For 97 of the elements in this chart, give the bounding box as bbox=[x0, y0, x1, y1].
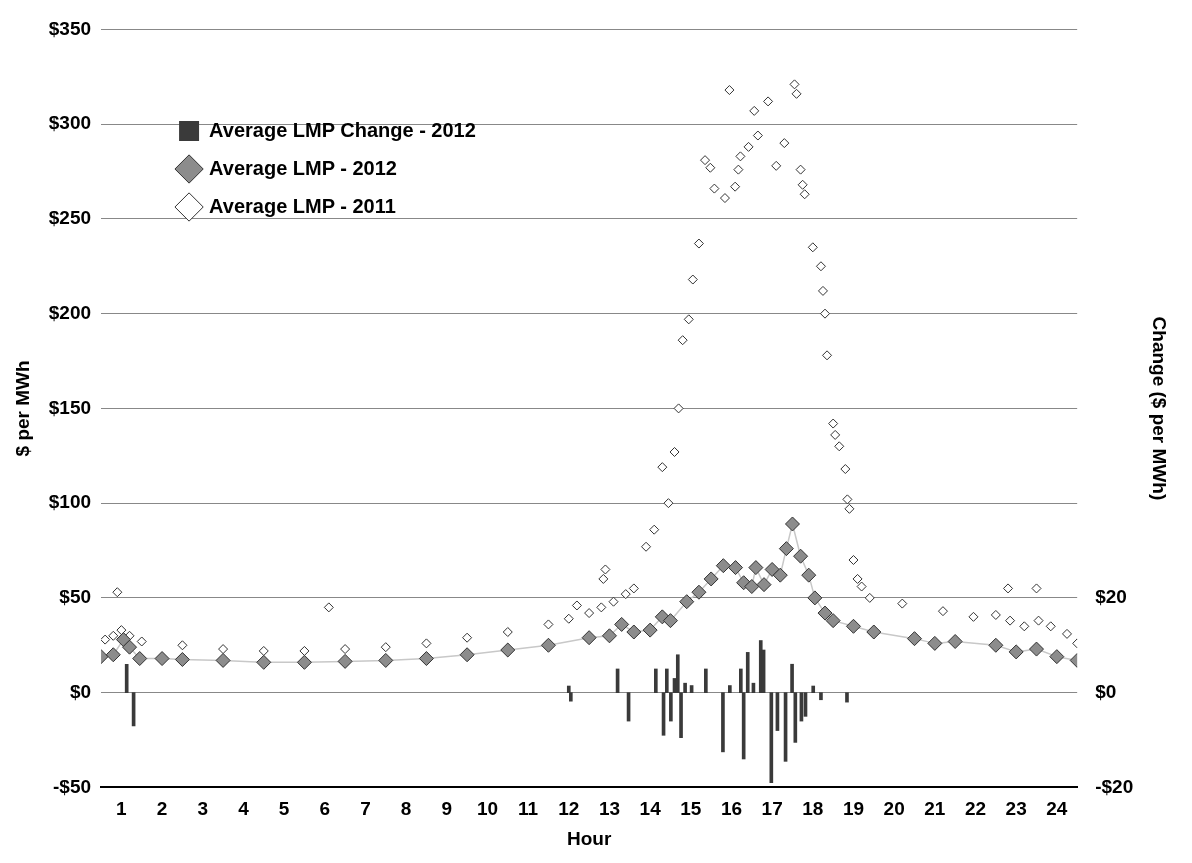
point bbox=[154, 651, 170, 667]
x-tick-label: 11 bbox=[518, 798, 539, 820]
point bbox=[793, 548, 809, 564]
point bbox=[801, 567, 817, 583]
point bbox=[418, 651, 434, 667]
point bbox=[772, 567, 788, 583]
point bbox=[679, 594, 695, 610]
x-tick-label: 5 bbox=[278, 798, 290, 820]
point bbox=[174, 651, 190, 667]
bar bbox=[811, 685, 816, 693]
point bbox=[807, 590, 823, 606]
point bbox=[581, 630, 597, 646]
point bbox=[784, 516, 800, 532]
x-tick-label: 18 bbox=[802, 798, 824, 820]
y-tick-label: $50 bbox=[59, 586, 92, 608]
x-tick-label: 1 bbox=[116, 798, 128, 820]
legend-label: Average LMP - 2012 bbox=[209, 156, 397, 179]
y-tick-label: -$50 bbox=[53, 775, 92, 797]
x-axis-title: Hour bbox=[566, 827, 612, 849]
point bbox=[215, 652, 231, 668]
y2-tick-label: $20 bbox=[1095, 586, 1127, 608]
point bbox=[748, 560, 764, 576]
point bbox=[256, 654, 272, 670]
x-tick-label: 8 bbox=[400, 798, 412, 820]
x-tick-label: 7 bbox=[360, 798, 371, 820]
point bbox=[866, 624, 882, 640]
legend-label: Average LMP - 2011 bbox=[209, 194, 396, 217]
point bbox=[642, 622, 658, 638]
bar bbox=[769, 692, 774, 783]
x-tick-label: 13 bbox=[598, 798, 621, 820]
point bbox=[715, 558, 731, 574]
point bbox=[728, 560, 744, 576]
point bbox=[601, 628, 617, 644]
point bbox=[296, 654, 312, 670]
point bbox=[614, 616, 630, 632]
x-tick-label: 3 bbox=[197, 798, 209, 820]
x-tick-label: 23 bbox=[1005, 798, 1027, 820]
x-tick-label: 16 bbox=[720, 798, 743, 820]
point bbox=[337, 653, 353, 669]
point bbox=[1008, 644, 1024, 660]
point bbox=[764, 561, 780, 577]
point bbox=[744, 579, 760, 595]
point bbox=[756, 577, 772, 593]
x-tick-label: 6 bbox=[319, 798, 331, 820]
point bbox=[459, 647, 475, 663]
bar bbox=[721, 692, 725, 753]
bar bbox=[704, 668, 708, 693]
x-tick-label: 12 bbox=[558, 798, 580, 820]
point bbox=[988, 637, 1004, 653]
x-tick-label: 19 bbox=[842, 798, 865, 820]
point bbox=[122, 639, 138, 655]
point bbox=[927, 635, 943, 651]
y2-tick-label: $0 bbox=[1095, 680, 1117, 702]
x-tick-label: 21 bbox=[924, 798, 946, 820]
y-tick-label: $200 bbox=[48, 301, 92, 323]
x-tick-label: 17 bbox=[761, 798, 783, 820]
bar bbox=[845, 692, 849, 703]
y-tick-label: $100 bbox=[48, 491, 92, 513]
point bbox=[626, 624, 642, 640]
point bbox=[500, 642, 516, 658]
point bbox=[378, 652, 394, 668]
y-tick-label: $250 bbox=[48, 207, 92, 229]
point bbox=[703, 571, 719, 587]
point bbox=[1049, 649, 1065, 665]
point bbox=[845, 618, 861, 634]
x-tick-label: 15 bbox=[680, 798, 702, 820]
point bbox=[691, 584, 707, 600]
bar bbox=[819, 692, 823, 701]
y2-axis-title: Change ($ per MWh) bbox=[1149, 316, 1171, 501]
y-tick-label: $150 bbox=[48, 396, 92, 418]
point bbox=[662, 613, 678, 629]
legend-label: Average LMP Change - 2012 bbox=[209, 118, 476, 141]
bar bbox=[653, 668, 658, 693]
bar bbox=[124, 663, 129, 693]
point bbox=[778, 541, 794, 557]
x-tick-label: 9 bbox=[441, 798, 453, 820]
point bbox=[817, 605, 833, 621]
y-tick-label: $0 bbox=[69, 680, 92, 702]
x-tick-label: 22 bbox=[964, 798, 987, 820]
point bbox=[947, 633, 963, 649]
x-tick-label: 14 bbox=[639, 798, 662, 820]
point bbox=[906, 631, 922, 647]
x-tick-label: 24 bbox=[1046, 798, 1068, 820]
y-tick-label: $350 bbox=[48, 17, 92, 39]
x-tick-label: 4 bbox=[238, 798, 250, 820]
point bbox=[132, 651, 148, 667]
bar bbox=[728, 685, 732, 693]
y2-tick-label: -$20 bbox=[1095, 775, 1134, 797]
point bbox=[540, 637, 556, 653]
y-axis-title: $ per MWh bbox=[11, 360, 33, 457]
point bbox=[825, 613, 841, 629]
point bbox=[1029, 641, 1044, 657]
x-tick-label: 10 bbox=[476, 798, 499, 820]
x-tick-label: 20 bbox=[883, 798, 905, 820]
y-tick-label: $300 bbox=[48, 112, 92, 134]
x-tick-label: 2 bbox=[156, 798, 168, 820]
point bbox=[105, 647, 121, 663]
